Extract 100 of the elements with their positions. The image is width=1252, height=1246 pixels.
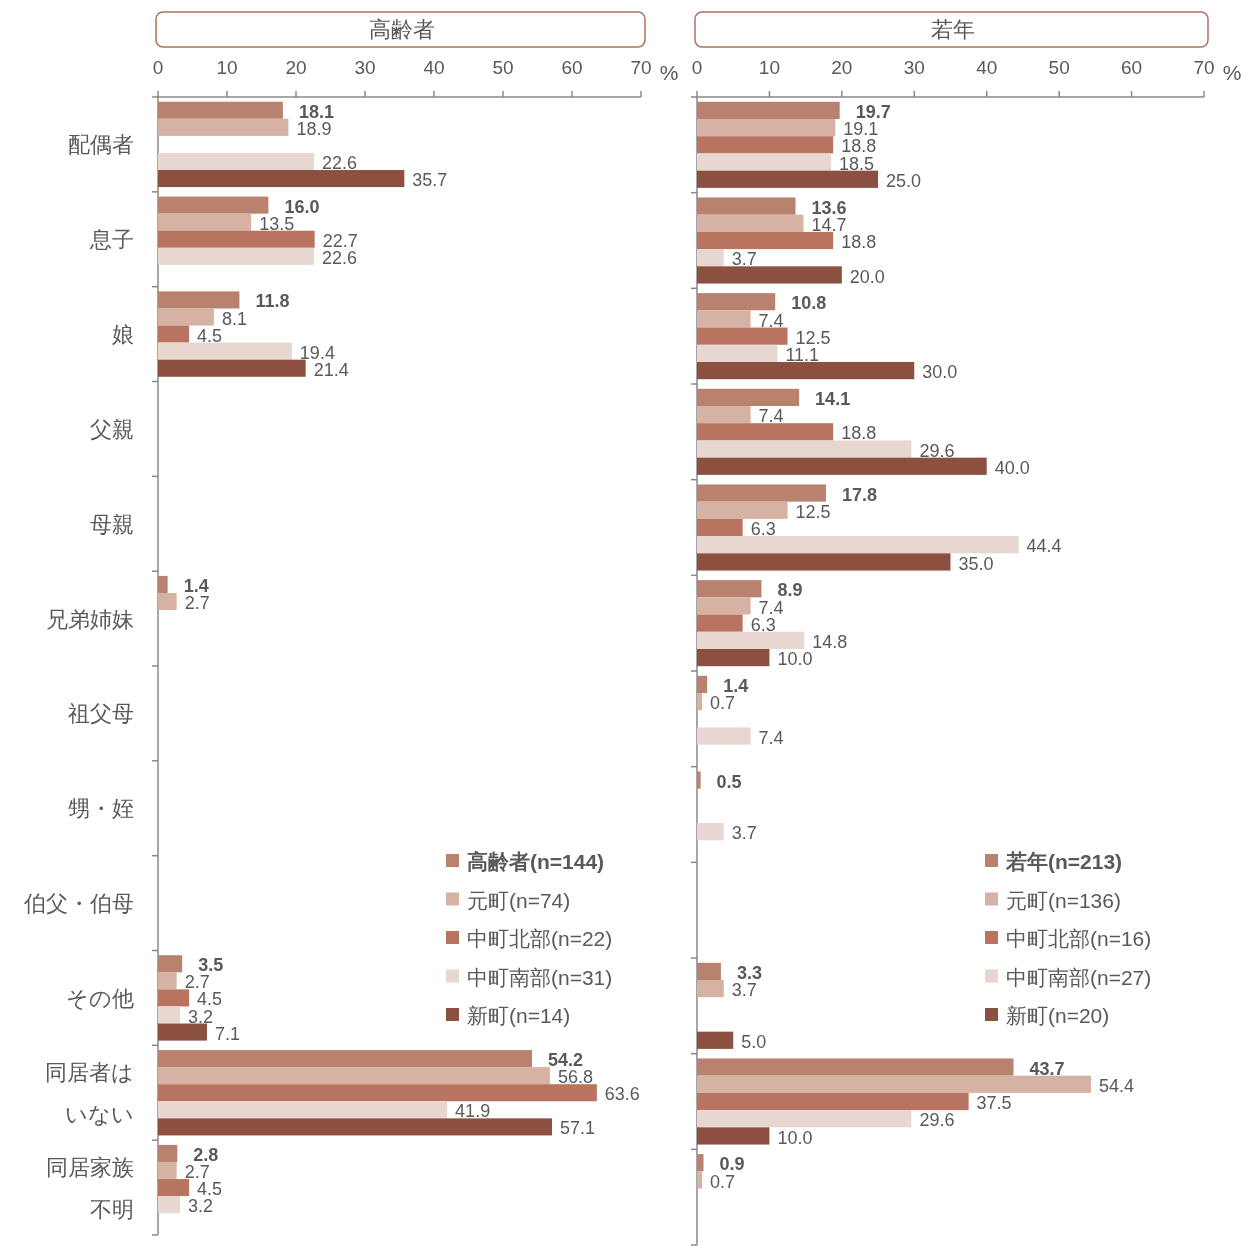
x-tick-label: 70 bbox=[630, 57, 652, 78]
x-tick-label: 60 bbox=[1121, 57, 1143, 78]
x-tick-label: 20 bbox=[285, 57, 307, 78]
data-label: 44.4 bbox=[1026, 536, 1062, 557]
bar bbox=[158, 955, 183, 973]
bar bbox=[158, 1067, 550, 1085]
bar bbox=[697, 1058, 1014, 1076]
data-label: 1.4 bbox=[183, 575, 209, 596]
data-label: 11.8 bbox=[255, 291, 290, 312]
bar bbox=[697, 614, 743, 632]
bar bbox=[697, 727, 751, 745]
data-label: 4.5 bbox=[197, 325, 223, 346]
bar bbox=[697, 362, 915, 380]
bar bbox=[697, 962, 721, 980]
bar bbox=[158, 101, 283, 119]
bar bbox=[697, 344, 778, 362]
bar bbox=[158, 359, 306, 377]
bar bbox=[697, 214, 804, 232]
data-label: 41.9 bbox=[455, 1101, 491, 1122]
data-label: 3.3 bbox=[736, 963, 762, 983]
bar bbox=[158, 170, 405, 188]
bar bbox=[697, 501, 788, 519]
data-label: 7.4 bbox=[758, 406, 784, 427]
bar bbox=[697, 406, 751, 424]
data-label: 20.0 bbox=[849, 266, 885, 287]
y-tick-label: 同居者はいない bbox=[45, 1059, 134, 1127]
bar bbox=[158, 989, 190, 1007]
x-tick-label: 10 bbox=[216, 57, 238, 78]
bar bbox=[697, 484, 826, 502]
x-tick-label: 50 bbox=[492, 57, 514, 78]
bar bbox=[697, 249, 724, 267]
x-axis-title: % bbox=[659, 61, 679, 84]
bar bbox=[158, 575, 168, 593]
data-label: 18.8 bbox=[841, 423, 877, 444]
data-label: 8.1 bbox=[221, 308, 247, 329]
data-label: 3.7 bbox=[731, 823, 757, 844]
bar bbox=[697, 823, 724, 841]
data-label: 7.4 bbox=[758, 727, 784, 748]
bar bbox=[158, 118, 289, 136]
y-tick-label: 同居家族不明 bbox=[46, 1154, 134, 1222]
bar bbox=[697, 1031, 734, 1049]
data-label: 14.1 bbox=[815, 389, 851, 409]
x-tick-label: 50 bbox=[1048, 57, 1070, 78]
y-tick-label: 祖父母 bbox=[68, 701, 134, 727]
x-axis-title: % bbox=[1222, 61, 1242, 84]
chart-title: 若年 bbox=[930, 17, 975, 42]
x-tick-label: 20 bbox=[831, 57, 853, 78]
legend-label: 高齢者(n=144) bbox=[467, 850, 605, 873]
bar bbox=[697, 536, 1019, 554]
bar bbox=[697, 231, 834, 250]
data-label: 2.8 bbox=[193, 1144, 219, 1165]
legend-label: 新町(n=20) bbox=[1006, 1004, 1110, 1027]
data-label: 54.4 bbox=[1099, 1075, 1135, 1096]
legend-label: 若年(n=213) bbox=[1005, 850, 1123, 873]
bar bbox=[697, 1092, 969, 1111]
bar bbox=[158, 1050, 532, 1068]
bar bbox=[158, 1118, 552, 1136]
legend-label: 中町南部(n=31) bbox=[467, 965, 613, 989]
bar bbox=[158, 342, 292, 360]
bar bbox=[697, 580, 762, 598]
data-label: 35.7 bbox=[412, 170, 448, 191]
bar bbox=[697, 101, 840, 119]
bar bbox=[158, 213, 252, 231]
data-label: 35.0 bbox=[958, 553, 994, 574]
data-label: 5.0 bbox=[741, 1031, 767, 1052]
data-label: 17.8 bbox=[841, 484, 877, 505]
chart-title: 高齢者 bbox=[368, 17, 435, 42]
legend-label: 元町(n=136) bbox=[1006, 888, 1121, 912]
x-tick-label: 60 bbox=[561, 57, 583, 78]
data-label: 1.4 bbox=[723, 676, 749, 696]
bar bbox=[697, 553, 951, 571]
bar bbox=[158, 1161, 177, 1180]
bar bbox=[697, 1075, 1092, 1093]
data-label: 18.8 bbox=[841, 232, 877, 253]
data-label: 19.7 bbox=[855, 102, 891, 122]
x-tick-label: 40 bbox=[423, 57, 445, 78]
y-tick-label: 甥・姪 bbox=[68, 796, 134, 822]
bar bbox=[158, 972, 177, 990]
legend-label: 中町北部(n=22) bbox=[467, 927, 613, 950]
data-label: 12.5 bbox=[795, 327, 831, 348]
legend-label: 中町北部(n=16) bbox=[1006, 927, 1152, 950]
data-label: 30.0 bbox=[922, 362, 958, 383]
bar bbox=[697, 197, 796, 215]
bar bbox=[697, 518, 743, 537]
bar bbox=[697, 310, 751, 328]
bar bbox=[697, 1154, 704, 1172]
bar bbox=[697, 1127, 770, 1145]
data-label: 0.7 bbox=[710, 693, 736, 714]
bar bbox=[697, 266, 842, 284]
data-label: 10.0 bbox=[777, 1127, 813, 1148]
data-label: 12.5 bbox=[795, 501, 831, 522]
data-label: 57.1 bbox=[559, 1118, 596, 1139]
bar bbox=[158, 592, 177, 611]
x-tick-label: 0 bbox=[152, 57, 164, 78]
data-label: 29.6 bbox=[919, 1110, 955, 1131]
data-label: 37.5 bbox=[976, 1093, 1012, 1114]
legend-label: 新町(n=14) bbox=[467, 1004, 571, 1027]
bar bbox=[697, 119, 836, 137]
x-tick-label: 10 bbox=[758, 57, 780, 78]
bar bbox=[697, 1171, 703, 1189]
